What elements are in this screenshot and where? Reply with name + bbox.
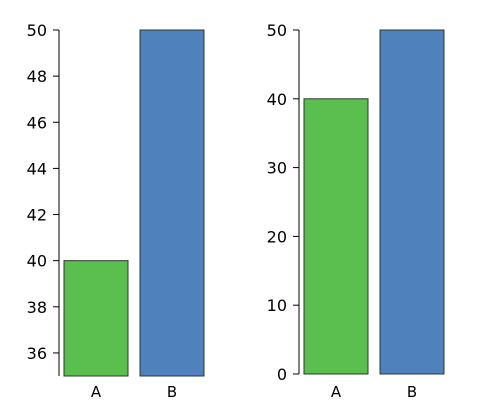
x-category-label: B bbox=[167, 383, 177, 401]
bar-a bbox=[63, 260, 129, 377]
y-tick-label: 42 bbox=[27, 206, 47, 225]
y-tick-label: 50 bbox=[267, 21, 287, 40]
x-category-label: B bbox=[407, 383, 417, 401]
y-tick-label: 46 bbox=[27, 113, 47, 132]
y-tick-label: 30 bbox=[267, 159, 287, 178]
y-tick-label: 40 bbox=[27, 252, 47, 271]
y-tick-label: 38 bbox=[27, 298, 47, 317]
chart-truncated-axis: 36 38 40 42 44 46 48 50 A B bbox=[27, 21, 205, 401]
bar-a bbox=[303, 98, 369, 375]
chart-zero-based-axis: 0 10 20 30 40 50 A B bbox=[267, 21, 445, 401]
y-tick-label: 20 bbox=[267, 227, 287, 246]
y-tick-label: 48 bbox=[27, 67, 47, 86]
y-tick-label: 44 bbox=[27, 159, 47, 178]
y-tick-label: 40 bbox=[267, 90, 287, 109]
x-category-label: A bbox=[331, 383, 342, 401]
y-tick-label: 50 bbox=[27, 21, 47, 40]
bar-b bbox=[139, 29, 205, 377]
y-tick-label: 36 bbox=[27, 344, 47, 363]
y-tick-label: 10 bbox=[267, 296, 287, 315]
y-tick-label: 0 bbox=[277, 365, 287, 384]
x-category-label: A bbox=[91, 383, 102, 401]
bar-b bbox=[379, 29, 445, 375]
